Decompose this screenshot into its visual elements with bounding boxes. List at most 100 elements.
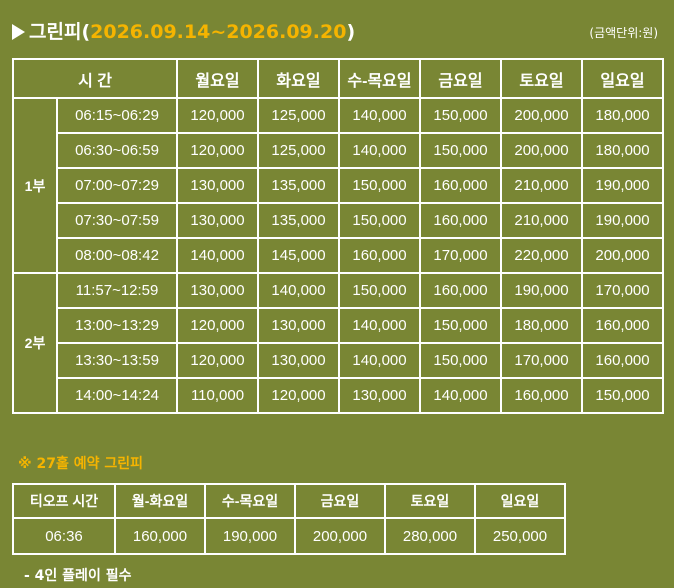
page-header: 그린피(2026.09.14~2026.09.20) (금액단위:원) <box>12 18 662 46</box>
price-cell: 130,000 <box>176 167 260 204</box>
table-row: 07:30~07:59 130,000 135,000 150,000 160,000 2… <box>13 202 665 239</box>
price-cell: 145,000 <box>257 237 341 274</box>
triangle-right-icon <box>12 24 25 40</box>
period-cell: 2부 <box>12 272 58 414</box>
price-cell: 180,000 <box>581 132 665 169</box>
title-prefix: 그린피( <box>29 21 91 43</box>
price-cell: 130,000 <box>257 307 341 344</box>
table-header-row: 티오프 시간 월-화요일 수-목요일 금요일 토요일 일요일 <box>12 483 566 519</box>
green-fee-table: 시 간 월요일 화요일 수-목요일 금요일 토요일 일요일 1부 06:15~06… <box>11 58 665 414</box>
price-cell: 150,000 <box>419 342 503 379</box>
price-cell: 160,000 <box>581 307 665 344</box>
price-cell: 120,000 <box>176 132 260 169</box>
table-row: 14:00~14:24 110,000 120,000 130,000 140,000 1… <box>13 377 665 414</box>
table-row: 08:00~08:42 140,000 145,000 160,000 170,000 2… <box>13 237 665 274</box>
title-suffix: ) <box>346 21 356 43</box>
price-cell: 130,000 <box>176 202 260 239</box>
price-cell: 120,000 <box>257 377 341 414</box>
time-cell: 14:00~14:24 <box>55 377 179 414</box>
price-cell: 160,000 <box>581 342 665 379</box>
header-cell: 수-목요일 <box>204 483 296 519</box>
price-cell: 150,000 <box>419 132 503 169</box>
time-cell: 06:30~06:59 <box>55 132 179 169</box>
table-row: 06:36 160,000 190,000 200,000 280,000 250,000 <box>12 517 566 555</box>
price-cell: 170,000 <box>419 237 503 274</box>
price-cell: 210,000 <box>500 167 584 204</box>
price-cell: 140,000 <box>338 132 422 169</box>
time-cell: 13:30~13:59 <box>55 342 179 379</box>
time-cell: 13:00~13:29 <box>55 307 179 344</box>
price-cell: 140,000 <box>338 307 422 344</box>
price-cell: 160,000 <box>338 237 422 274</box>
header-cell: 티오프 시간 <box>12 483 116 519</box>
price-cell: 150,000 <box>419 97 503 134</box>
table-row: 06:30~06:59 120,000 125,000 140,000 150,000 2… <box>13 132 665 169</box>
price-cell: 160,000 <box>500 377 584 414</box>
price-cell: 160,000 <box>114 517 206 555</box>
price-cell: 140,000 <box>419 377 503 414</box>
price-cell: 160,000 <box>419 202 503 239</box>
price-cell: 220,000 <box>500 237 584 274</box>
price-cell: 120,000 <box>176 342 260 379</box>
time-cell: 07:30~07:59 <box>55 202 179 239</box>
price-cell: 190,000 <box>581 167 665 204</box>
header-cell: 월-화요일 <box>114 483 206 519</box>
price-cell: 150,000 <box>338 167 422 204</box>
time-cell: 06:15~06:29 <box>55 97 179 134</box>
currency-unit-note: (금액단위:원) <box>589 26 658 40</box>
price-cell: 130,000 <box>176 272 260 309</box>
price-cell: 135,000 <box>257 202 341 239</box>
price-cell: 150,000 <box>338 202 422 239</box>
table-row: 1부 06:15~06:29 120,000 125,000 140,000 150,00… <box>12 97 665 274</box>
price-cell: 250,000 <box>474 517 566 555</box>
table-row: 13:00~13:29 120,000 130,000 140,000 150,000 1… <box>13 307 665 344</box>
header-cell: 수-목요일 <box>338 58 422 99</box>
table-header-row: 시 간 월요일 화요일 수-목요일 금요일 토요일 일요일 <box>11 58 665 99</box>
price-cell: 170,000 <box>581 272 665 309</box>
header-cell: 일요일 <box>474 483 566 519</box>
price-cell: 120,000 <box>176 307 260 344</box>
time-cell: 11:57~12:59 <box>55 272 179 309</box>
price-cell: 135,000 <box>257 167 341 204</box>
time-cell: 07:00~07:29 <box>55 167 179 204</box>
price-cell: 170,000 <box>500 342 584 379</box>
price-cell: 200,000 <box>500 132 584 169</box>
header-cell: 토요일 <box>500 58 584 99</box>
price-cell: 190,000 <box>204 517 296 555</box>
price-cell: 125,000 <box>257 97 341 134</box>
period-cell: 1부 <box>12 97 58 274</box>
table-body: 1부 06:15~06:29 120,000 125,000 140,000 150,00… <box>12 97 665 414</box>
price-cell: 150,000 <box>581 377 665 414</box>
price-cell: 140,000 <box>338 342 422 379</box>
header-cell: 화요일 <box>257 58 341 99</box>
header-cell: 금요일 <box>419 58 503 99</box>
table-row: 13:30~13:59 120,000 130,000 140,000 150,000 1… <box>13 342 665 379</box>
header-cell: 금요일 <box>294 483 386 519</box>
price-cell: 190,000 <box>500 272 584 309</box>
price-cell: 180,000 <box>500 307 584 344</box>
reservation-fee-table: 티오프 시간 월-화요일 수-목요일 금요일 토요일 일요일 06:36 160,000 19… <box>12 483 566 555</box>
reservation-note: ※ 27홀 예약 그린피 <box>18 456 143 472</box>
price-cell: 120,000 <box>176 97 260 134</box>
header-cell: 시 간 <box>11 58 179 99</box>
price-cell: 150,000 <box>419 307 503 344</box>
header-cell: 월요일 <box>176 58 260 99</box>
page-title: 그린피(2026.09.14~2026.09.20) <box>12 18 355 46</box>
price-cell: 140,000 <box>176 237 260 274</box>
time-cell: 06:36 <box>12 517 116 555</box>
price-cell: 150,000 <box>338 272 422 309</box>
price-cell: 125,000 <box>257 132 341 169</box>
price-cell: 200,000 <box>581 237 665 274</box>
price-cell: 190,000 <box>581 202 665 239</box>
header-cell: 토요일 <box>384 483 476 519</box>
footnote: - 4인 플레이 필수 <box>24 568 132 584</box>
price-cell: 110,000 <box>176 377 260 414</box>
table-row: 07:00~07:29 130,000 135,000 150,000 160,000 2… <box>13 167 665 204</box>
header-cell: 일요일 <box>581 58 665 99</box>
price-cell: 140,000 <box>257 272 341 309</box>
price-cell: 140,000 <box>338 97 422 134</box>
price-cell: 130,000 <box>257 342 341 379</box>
price-cell: 200,000 <box>294 517 386 555</box>
time-cell: 08:00~08:42 <box>55 237 179 274</box>
price-cell: 200,000 <box>500 97 584 134</box>
